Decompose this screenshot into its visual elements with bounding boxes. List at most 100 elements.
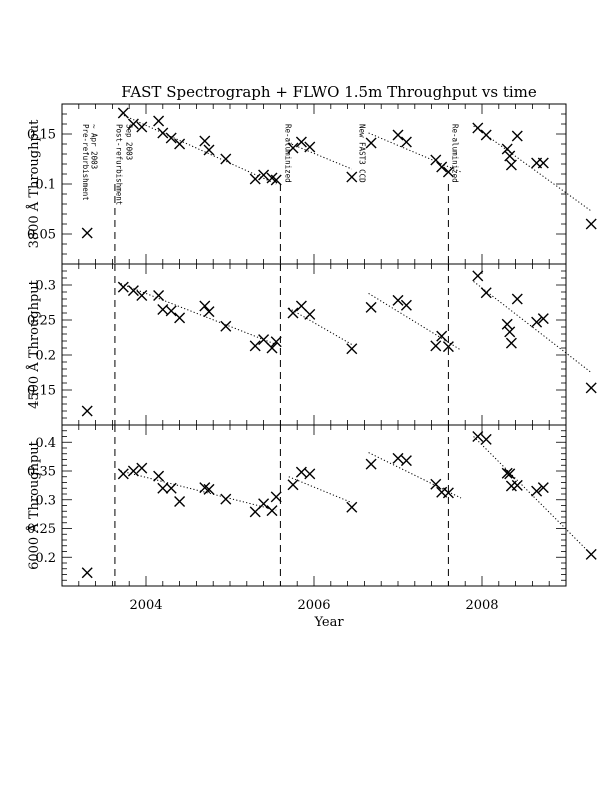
data-point <box>203 306 215 318</box>
trend-line <box>368 132 462 173</box>
data-point <box>531 485 543 497</box>
data-point <box>165 305 177 317</box>
data-point-stroke <box>174 312 186 324</box>
data-point <box>127 465 139 477</box>
data-point-stroke <box>174 138 186 150</box>
data-point-stroke <box>442 341 454 353</box>
event-annotation: Re-aluminized <box>283 124 292 183</box>
data-point <box>295 300 307 312</box>
data-point <box>157 127 169 139</box>
data-point <box>480 129 492 141</box>
data-point-stroke <box>117 468 129 480</box>
data-point <box>304 141 316 153</box>
data-point-stroke <box>400 136 412 148</box>
y-tick-label: 0.25 <box>27 314 56 329</box>
data-point <box>220 493 232 505</box>
event-annotation: New FAST3 CCD <box>357 124 366 183</box>
data-point <box>537 157 549 169</box>
data-point-stroke <box>165 132 177 144</box>
data-point <box>501 318 513 330</box>
data-point <box>504 150 516 162</box>
data-point-stroke <box>430 154 442 166</box>
y-tick-label: 0.35 <box>27 465 56 480</box>
data-point <box>511 479 523 491</box>
data-point-stroke <box>480 287 492 299</box>
data-point-stroke <box>436 161 448 173</box>
data-point <box>392 452 404 464</box>
data-point-stroke <box>199 482 211 494</box>
data-point-stroke <box>585 548 597 560</box>
data-point-stroke <box>365 458 377 470</box>
data-point <box>153 115 165 127</box>
data-point <box>174 495 186 507</box>
data-point <box>174 138 186 150</box>
data-point <box>511 293 523 305</box>
data-point <box>365 301 377 313</box>
data-point <box>258 334 270 346</box>
y-tick-label: 0.15 <box>27 384 56 399</box>
data-point-stroke <box>249 173 261 185</box>
data-point-stroke <box>304 308 316 320</box>
data-point-stroke <box>501 143 513 155</box>
trend-line <box>288 142 352 170</box>
data-point-stroke <box>153 115 165 127</box>
data-point-stroke <box>258 334 270 346</box>
trend-line <box>473 281 592 373</box>
data-point-stroke <box>117 107 129 119</box>
data-point <box>537 482 549 494</box>
data-point-stroke <box>392 452 404 464</box>
data-point <box>504 326 516 338</box>
data-point-stroke <box>365 301 377 313</box>
trend-line <box>288 307 353 345</box>
data-point <box>258 169 270 181</box>
data-point <box>220 320 232 332</box>
trend-line <box>120 113 277 185</box>
data-point-stroke <box>504 150 516 162</box>
y-tick-label: 0.2 <box>35 349 56 364</box>
data-point-stroke <box>136 290 148 301</box>
data-point <box>287 142 299 154</box>
data-point-stroke <box>504 468 516 480</box>
data-point <box>504 468 516 480</box>
data-point <box>153 470 165 482</box>
data-point <box>430 340 442 352</box>
data-point-stroke <box>392 129 404 141</box>
data-point-stroke <box>442 166 454 178</box>
data-point-stroke <box>537 157 549 169</box>
data-point <box>270 491 282 503</box>
data-point <box>270 336 282 348</box>
data-point <box>511 130 523 142</box>
trend-line <box>120 470 277 511</box>
data-point <box>472 431 484 442</box>
data-point-stroke <box>304 468 316 480</box>
data-point-stroke <box>165 305 177 317</box>
data-point-stroke <box>220 320 232 332</box>
data-point <box>199 482 211 494</box>
data-point-stroke <box>136 462 148 474</box>
data-point-stroke <box>295 466 307 478</box>
data-point-stroke <box>127 285 139 297</box>
data-point-stroke <box>258 498 270 510</box>
data-point <box>442 487 454 499</box>
data-point <box>501 143 513 155</box>
data-point <box>165 482 177 494</box>
data-point-stroke <box>136 121 148 133</box>
data-point-stroke <box>153 290 165 301</box>
data-point <box>392 129 404 141</box>
data-point-stroke <box>346 501 358 513</box>
data-point <box>266 342 278 354</box>
data-point-stroke <box>203 306 215 318</box>
data-point-stroke <box>266 172 278 184</box>
data-point <box>136 290 148 301</box>
data-point <box>585 548 597 560</box>
data-point <box>249 340 261 352</box>
data-point <box>501 467 513 479</box>
y-axis-title: 3800 Å Throughput <box>26 119 42 249</box>
y-tick-label: 0.05 <box>27 228 56 243</box>
data-point <box>346 343 358 355</box>
data-point-stroke <box>501 318 513 330</box>
